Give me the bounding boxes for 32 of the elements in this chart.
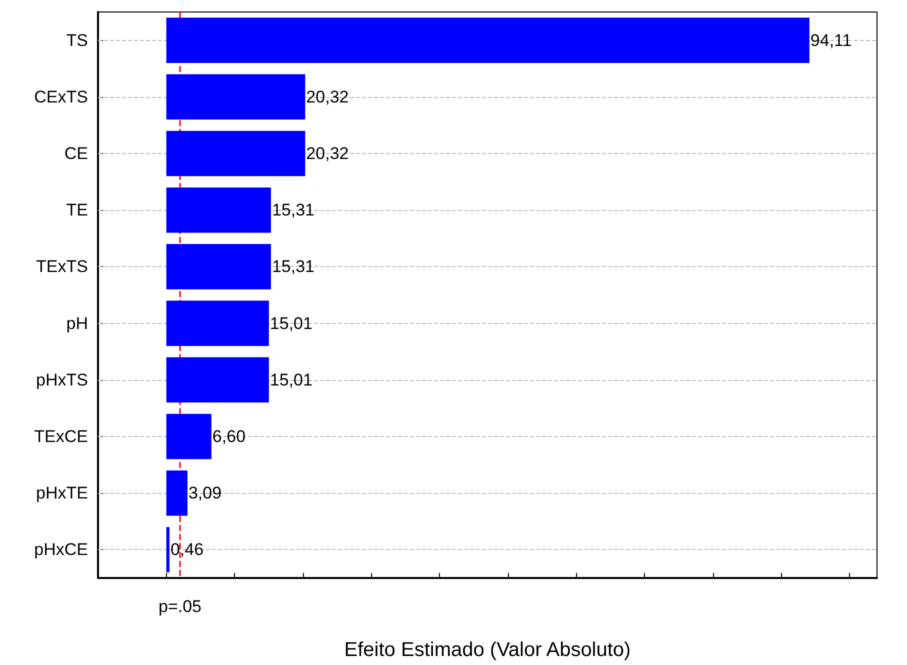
bar	[166, 414, 212, 460]
data-label: 15,31	[272, 200, 314, 220]
y-tick-label: TExTS	[36, 257, 88, 276]
x-axis-title: Efeito Estimado (Valor Absoluto)	[344, 639, 631, 661]
bar	[166, 187, 271, 233]
bar	[166, 74, 306, 120]
bar	[166, 130, 306, 176]
bar	[166, 300, 269, 346]
y-tick-label: TExCE	[34, 427, 88, 446]
bar	[166, 470, 188, 516]
data-label: 15,01	[270, 370, 312, 390]
y-tick-label: TE	[66, 200, 88, 220]
bar	[166, 527, 170, 572]
bar	[166, 18, 810, 63]
data-label: 20,32	[306, 144, 349, 163]
y-tick-label: pHxTS	[36, 370, 88, 390]
bar	[166, 244, 271, 290]
y-tick-label: TS	[66, 30, 88, 50]
y-tick-label: CExTS	[34, 87, 88, 106]
data-label: 15,31	[272, 257, 314, 276]
data-label: 20,32	[306, 87, 349, 106]
bar	[166, 357, 269, 403]
y-tick-label: pHxCE	[34, 540, 88, 560]
ref-line-label: p=.05	[158, 597, 202, 616]
data-label: 94,11	[810, 30, 852, 50]
y-tick-label: CE	[64, 144, 88, 163]
y-tick-label: pH	[66, 314, 88, 333]
data-label: 6,60	[212, 427, 246, 446]
data-label: 15,01	[270, 314, 312, 333]
data-label: 3,09	[188, 484, 222, 503]
data-label: 0,46	[170, 540, 204, 560]
y-tick-label: pHxTE	[36, 484, 88, 503]
